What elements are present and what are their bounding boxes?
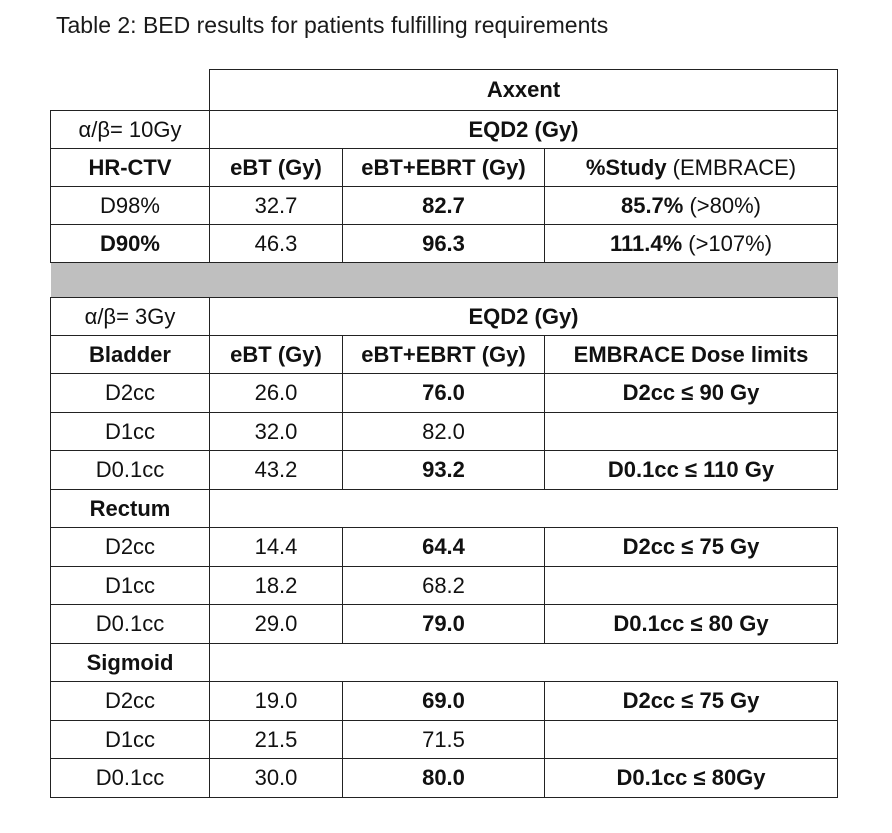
ebt-value: 32.7: [209, 186, 343, 225]
table-header-row: Axxent: [50, 69, 838, 111]
table-row: D0.1cc 43.2 93.2 D0.1cc ≤ 110 Gy: [50, 450, 838, 490]
organ-header-blank: [209, 643, 838, 682]
ebt-value: 46.3: [209, 224, 343, 263]
organ-name: Sigmoid: [50, 643, 210, 682]
total-value: 82.7: [342, 186, 545, 225]
table-row: D1cc 32.0 82.0: [50, 412, 838, 451]
dose-metric-label: D2cc: [50, 373, 210, 413]
dose-limits-header: EMBRACE Dose limits: [544, 335, 838, 374]
ebt-value: 19.0: [209, 681, 343, 721]
hrctv-alpha-beta: α/β= 10Gy: [50, 110, 210, 149]
table-row: D90% 46.3 96.3 111.4% (>107%): [50, 224, 838, 263]
oar-total-header: eBT+EBRT (Gy): [342, 335, 545, 374]
total-value: 69.0: [342, 681, 545, 721]
oar-ab-row: α/β= 3Gy EQD2 (Gy): [50, 297, 838, 336]
dose-limit: D0.1cc ≤ 110 Gy: [544, 450, 838, 490]
hrctv-ab-row: α/β= 10Gy EQD2 (Gy): [50, 110, 838, 149]
table-row: D0.1cc 30.0 80.0 D0.1cc ≤ 80Gy: [50, 758, 838, 798]
dose-metric-label: D1cc: [50, 720, 210, 759]
ebt-value: 18.2: [209, 566, 343, 605]
hrctv-eqd2-header: EQD2 (Gy): [209, 110, 838, 149]
ebt-value: 43.2: [209, 450, 343, 490]
total-value: 96.3: [342, 224, 545, 263]
total-value: 64.4: [342, 527, 545, 567]
table-caption: Table 2: BED results for patients fulfil…: [56, 12, 609, 38]
dose-limit: D2cc ≤ 75 Gy: [544, 681, 838, 721]
ebt-value: 14.4: [209, 527, 343, 567]
total-value: 71.5: [342, 720, 545, 759]
total-value: 80.0: [342, 758, 545, 798]
table-row: D2cc 19.0 69.0 D2cc ≤ 75 Gy: [50, 681, 838, 721]
total-value: 82.0: [342, 412, 545, 451]
hrctv-column-headers: HR-CTV eBT (Gy) eBT+EBRT (Gy) %Study (EM…: [50, 148, 838, 187]
ebt-value: 32.0: [209, 412, 343, 451]
dose-limit: D0.1cc ≤ 80Gy: [544, 758, 838, 798]
table-row: D98% 32.7 82.7 85.7% (>80%): [50, 186, 838, 225]
dose-metric-label: D1cc: [50, 566, 210, 605]
dose-metric-label: D0.1cc: [50, 604, 210, 644]
organ-name: Bladder: [50, 335, 210, 374]
study-percent-cell: 85.7% (>80%): [544, 186, 838, 225]
oar-ebt-header: eBT (Gy): [209, 335, 343, 374]
dose-limit: [544, 412, 838, 451]
table-row: D0.1cc 29.0 79.0 D0.1cc ≤ 80 Gy: [50, 604, 838, 644]
table-row: D1cc 21.5 71.5: [50, 720, 838, 759]
total-value: 68.2: [342, 566, 545, 605]
study-percent: 85.7%: [620, 192, 684, 218]
ebt-value: 29.0: [209, 604, 343, 644]
total-value: 79.0: [342, 604, 545, 644]
hrctv-structure-header: HR-CTV: [50, 148, 210, 187]
oar-eqd2-header: EQD2 (Gy): [209, 297, 838, 336]
organ-header-blank: [209, 489, 838, 528]
total-value: 93.2: [342, 450, 545, 490]
dose-metric-label: D2cc: [50, 527, 210, 567]
dose-limit: D0.1cc ≤ 80 Gy: [544, 604, 838, 644]
table-row: D1cc 18.2 68.2: [50, 566, 838, 605]
dose-limit: D2cc ≤ 75 Gy: [544, 527, 838, 567]
dose-limit: [544, 566, 838, 605]
separator-band: [50, 262, 838, 298]
dose-metric-label: D0.1cc: [50, 450, 210, 490]
study-threshold: (>107%): [682, 230, 773, 256]
oar-column-headers: Bladder eBT (Gy) eBT+EBRT (Gy) EMBRACE D…: [50, 335, 838, 374]
dose-limit: [544, 720, 838, 759]
study-percent-cell: 111.4% (>107%): [544, 224, 838, 263]
organ-header-row: Sigmoid: [50, 643, 838, 682]
ebt-value: 21.5: [209, 720, 343, 759]
hrctv-study-header: %Study (EMBRACE): [544, 148, 838, 187]
ebt-value: 26.0: [209, 373, 343, 413]
organ-name: Rectum: [50, 489, 210, 528]
ebt-value: 30.0: [209, 758, 343, 798]
section-separator: [50, 262, 838, 298]
dose-metric-label: D2cc: [50, 681, 210, 721]
table-row: D2cc 14.4 64.4 D2cc ≤ 75 Gy: [50, 527, 838, 567]
organ-header-row: Rectum: [50, 489, 838, 528]
study-ref-label: (EMBRACE): [666, 154, 797, 180]
device-name: Axxent: [209, 69, 838, 111]
dose-metric-label: D98%: [50, 186, 210, 225]
dose-metric-label: D1cc: [50, 412, 210, 451]
oar-alpha-beta: α/β= 3Gy: [50, 297, 210, 336]
dose-metric-label: D90%: [50, 224, 210, 263]
hrctv-ebt-header: eBT (Gy): [209, 148, 343, 187]
bed-results-table: Axxent α/β= 10Gy EQD2 (Gy) HR-CTV eBT (G…: [50, 69, 838, 798]
study-label: %Study: [585, 154, 667, 180]
hrctv-total-header: eBT+EBRT (Gy): [342, 148, 545, 187]
dose-metric-label: D0.1cc: [50, 758, 210, 798]
dose-limit: D2cc ≤ 90 Gy: [544, 373, 838, 413]
study-threshold: (>80%): [683, 192, 762, 218]
study-percent: 111.4%: [609, 230, 683, 256]
total-value: 76.0: [342, 373, 545, 413]
table-row: D2cc 26.0 76.0 D2cc ≤ 90 Gy: [50, 373, 838, 413]
empty-corner-cell: [50, 69, 210, 111]
